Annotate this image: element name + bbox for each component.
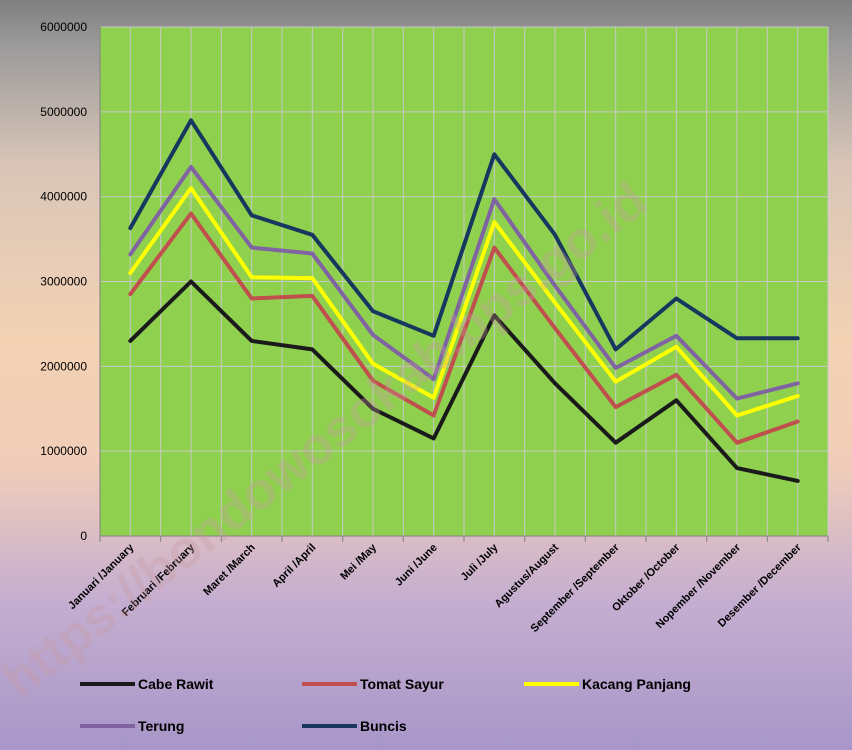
y-tick-label-4: 4000000 xyxy=(40,190,87,204)
y-axis-ticks: 0 1000000 2000000 3000000 4000000 5000000 6000… xyxy=(40,20,87,543)
y-tick-label-1: 1000000 xyxy=(40,444,87,458)
series-line-0 xyxy=(128,279,800,483)
series-line-1 xyxy=(128,211,800,445)
axes xyxy=(99,27,829,542)
legend-label-3: Terung xyxy=(138,718,184,734)
series-line-3 xyxy=(128,165,800,401)
y-tick-label-3: 3000000 xyxy=(40,275,87,289)
legend-label-4: Buncis xyxy=(360,718,407,734)
legend-label-1: Tomat Sayur xyxy=(360,676,444,692)
y-tick-label-6: 6000000 xyxy=(40,20,87,34)
series-line-4 xyxy=(128,118,800,352)
legend-label-0: Cabe Rawit xyxy=(138,676,214,692)
legend-label-2: Kacang Panjang xyxy=(582,676,691,692)
legend: Cabe Rawit Tomat Sayur Kacang Panjang Terun… xyxy=(80,676,691,734)
y-tick-label-0: 0 xyxy=(80,529,87,543)
y-tick-label-2: 2000000 xyxy=(40,359,87,373)
series-line-2 xyxy=(128,186,800,418)
series-lines xyxy=(128,118,800,483)
y-tick-label-5: 5000000 xyxy=(40,105,87,119)
